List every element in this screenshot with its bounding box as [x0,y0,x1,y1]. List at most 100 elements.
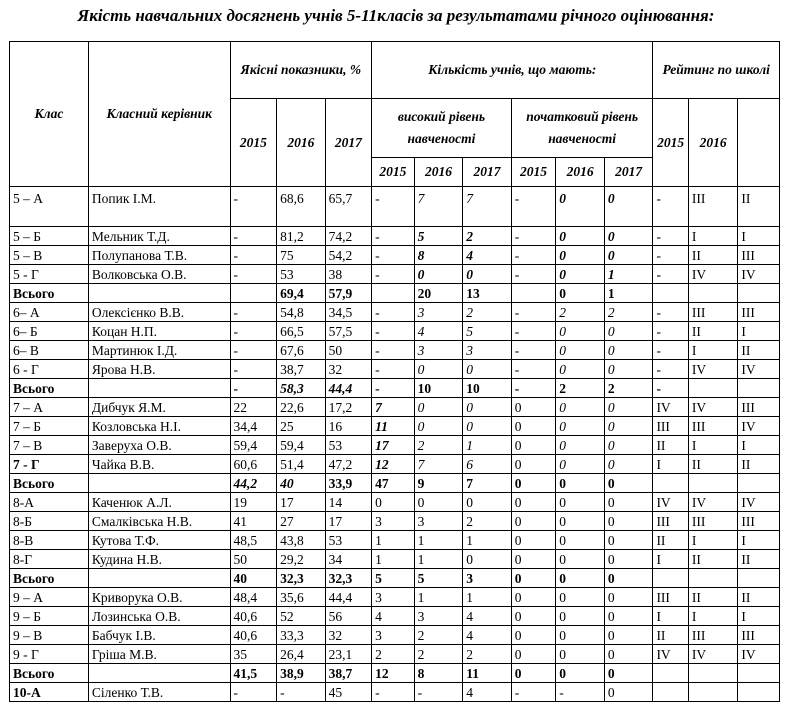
table-cell: 2 [462,302,512,322]
header-quality-2017: 2017 [324,98,373,187]
table-cell: 0 [462,416,512,436]
table-cell: 32,3 [276,568,326,588]
table-cell: IV [737,359,780,379]
table-row: 8-Б Смалківська Н.В. 41 27 17 3 3 2 0 0 0 ІІІ ІІІ ІІІ [9,511,780,531]
table-cell: - [371,264,415,284]
table-cell [87,568,231,588]
header-quality-2016: 2016 [276,98,326,187]
header-high-2016: 2016 [413,157,464,187]
table-cell: 47,2 [324,454,373,474]
table-cell: 0 [510,511,557,531]
table-cell: 11 [371,416,415,436]
table-cell: ІІІ [737,302,780,322]
table-cell: 40,6 [229,606,278,626]
table-cell: 8-Б [9,511,89,531]
table-cell: - [371,682,415,702]
table-cell: 1 [413,549,464,569]
table-cell: ІІ [687,549,739,569]
table-cell: 0 [510,606,557,626]
table-cell: - [510,682,557,702]
table-cell: Коцан Н.П. [87,321,231,341]
table-cell: 3 [371,625,415,645]
table-cell: 0 [555,226,605,246]
header-teacher: Класний керівник [87,41,231,187]
table-cell: 0 [555,435,605,455]
table-cell: Смалківська Н.В. [87,511,231,531]
table-cell [737,378,780,398]
table-cell: 16 [324,416,373,436]
table-cell: 2 [462,511,512,531]
table-cell: 74,2 [324,226,373,246]
table-row: 6– В Мартинюк І.Д. -67,6 50-3 3-0 0- І ІІ [9,340,780,360]
table-cell: IV [737,492,780,512]
table-cell: 0 [555,264,605,284]
table-cell: 0 [555,186,605,227]
table-cell: - [652,186,689,227]
table-cell: 7 [462,186,512,227]
table-cell: ІІ [687,245,739,265]
table-cell: 50 [229,549,278,569]
table-cell: Кутова Т.Ф. [87,530,231,550]
table-cell: 0 [413,359,464,379]
table-cell: 53 [324,435,373,455]
table-cell: 10-А [9,682,89,702]
table-cell [687,682,739,702]
table-cell: ІІ [652,530,689,550]
table-cell: 0 [555,321,605,341]
table-cell: - [229,682,278,702]
table-cell: 1 [462,587,512,607]
table-cell: І [687,340,739,360]
table-cell: І [737,321,780,341]
table-cell: 6– В [9,340,89,360]
table-cell: 48,5 [229,530,278,550]
table-cell: 17 [324,511,373,531]
header-rating-2016: 2016 [687,98,739,187]
table-cell: ІІ [652,435,689,455]
table-cell: 0 [413,416,464,436]
table-cell: 5 – В [9,245,89,265]
table-cell: 7 – В [9,435,89,455]
table-cell: 0 [413,397,464,417]
table-cell: 0 [510,663,557,683]
table-cell: ІІІ [737,397,780,417]
table-cell: - [510,321,557,341]
table-cell: ІІ [737,587,780,607]
table-cell: 0 [603,186,654,227]
table-cell: 6 - Г [9,359,89,379]
table-cell: 14 [324,492,373,512]
table-cell: 10 [462,378,512,398]
table-cell: 8 [413,245,464,265]
table-cell: Полупанова Т.В. [87,245,231,265]
table-cell: 4 [413,321,464,341]
table-cell: - [652,359,689,379]
header-initial-level: початковий рівень навченості [510,98,654,158]
table-cell: 0 [603,359,654,379]
table-cell: 0 [462,549,512,569]
table-cell [652,473,689,493]
table-cell: 5 [462,321,512,341]
table-cell: 0 [555,359,605,379]
table-cell: 0 [510,397,557,417]
table-cell: 7 – Б [9,416,89,436]
table-row-total: Всього 44,2 40 33,9 47 9 7 0 0 0 [9,473,780,493]
table-cell: 59,4 [229,435,278,455]
table-cell: 40 [276,473,326,493]
table-cell: 0 [510,568,557,588]
table-cell: Заверуха О.В. [87,435,231,455]
table-cell: 56 [324,606,373,626]
table-cell: 54,8 [276,302,326,322]
table-cell: 0 [555,397,605,417]
table-cell [371,283,415,303]
table-cell: І [687,226,739,246]
table-cell: 34 [324,549,373,569]
table-row: 5 – В Полупанова Т.В. -75 54,2-8 4-0 0- ІІ ІІІ [9,245,780,265]
table-row: 6– А Олексієнко В.В. -54,8 34,5-3 2-2 2- ІІІ ІІ… [9,302,780,322]
table-cell: 0 [555,511,605,531]
table-cell: ІІІ [652,416,689,436]
table-cell: 7 [413,186,464,227]
table-cell: 0 [510,644,557,664]
table-cell: 2 [413,625,464,645]
table-cell: 3 [413,340,464,360]
table-cell: IV [652,644,689,664]
table-cell: - [510,245,557,265]
